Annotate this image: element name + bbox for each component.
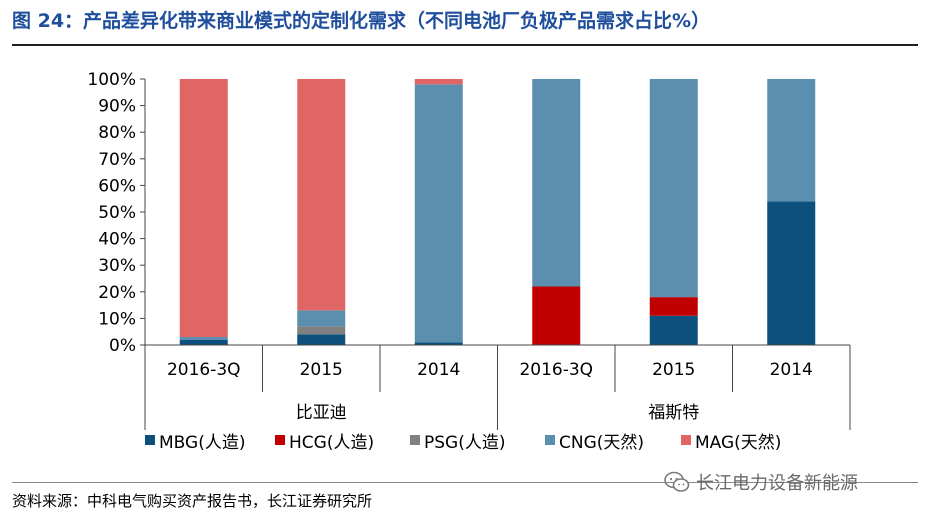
bar-segment	[179, 79, 228, 338]
legend-swatch	[681, 435, 691, 445]
title-rule	[12, 44, 918, 46]
y-tick-label: 40%	[98, 230, 136, 250]
y-tick-label: 0%	[109, 336, 136, 356]
bar-segment	[414, 79, 463, 85]
y-tick-label: 10%	[98, 309, 136, 329]
bar-segment	[179, 337, 228, 340]
bar-segment	[414, 342, 463, 345]
wechat-icon	[664, 471, 690, 492]
watermark: 长江电力设备新能源	[664, 469, 858, 495]
x-tick-label: 2014	[417, 360, 460, 380]
y-tick-label: 90%	[98, 97, 136, 117]
y-tick-label: 50%	[98, 203, 136, 223]
legend-label: HCG(人造)	[289, 433, 374, 453]
x-tick-label: 2016-3Q	[167, 360, 241, 380]
x-group-label: 比亚迪	[296, 403, 347, 423]
bar-segment	[649, 315, 698, 345]
legend-swatch	[545, 435, 555, 445]
bar-segment	[532, 286, 581, 345]
bar-segment	[297, 79, 346, 311]
bar-segment	[649, 79, 698, 298]
bar-segment	[297, 334, 346, 345]
bar-segment	[414, 84, 463, 343]
y-tick-label: 60%	[98, 176, 136, 196]
legend-swatch	[410, 435, 420, 445]
x-tick-label: 2016-3Q	[519, 360, 593, 380]
figure-title: 图 24：产品差异化带来商业模式的定制化需求（不同电池厂负极产品需求占比%）	[12, 10, 711, 32]
legend-label: PSG(人造)	[424, 433, 505, 453]
x-tick-label: 2015	[300, 360, 343, 380]
footer-rule	[12, 482, 918, 483]
bar-segment	[532, 79, 581, 287]
y-tick-label: 80%	[98, 123, 136, 143]
legend-label: CNG(天然)	[559, 433, 644, 453]
bar-segment	[297, 326, 346, 335]
bar-segment	[649, 297, 698, 316]
bar-segment	[179, 339, 228, 345]
bar-segment	[767, 79, 816, 202]
x-tick-label: 2015	[652, 360, 695, 380]
x-group-label: 福斯特	[648, 403, 699, 423]
legend-swatch	[275, 435, 285, 445]
x-tick-label: 2014	[770, 360, 813, 380]
watermark-text: 长江电力设备新能源	[696, 473, 858, 494]
y-tick-label: 20%	[98, 283, 136, 303]
legend-label: MBG(人造)	[159, 433, 245, 453]
source-note: 资料来源：中科电气购买资产报告书，长江证券研究所	[12, 492, 373, 510]
bar-segment	[297, 310, 346, 327]
y-tick-label: 100%	[87, 70, 136, 90]
legend-label: MAG(天然)	[695, 433, 781, 453]
bar-segment	[767, 201, 816, 345]
plot-area: 0% 10% 20% 30% 40% 50% 60% 70% 80% 90% 100% 2016-3Q…	[87, 70, 851, 453]
y-tick-label: 70%	[98, 150, 136, 170]
y-tick-label: 30%	[98, 256, 136, 276]
legend-swatch	[145, 435, 155, 445]
